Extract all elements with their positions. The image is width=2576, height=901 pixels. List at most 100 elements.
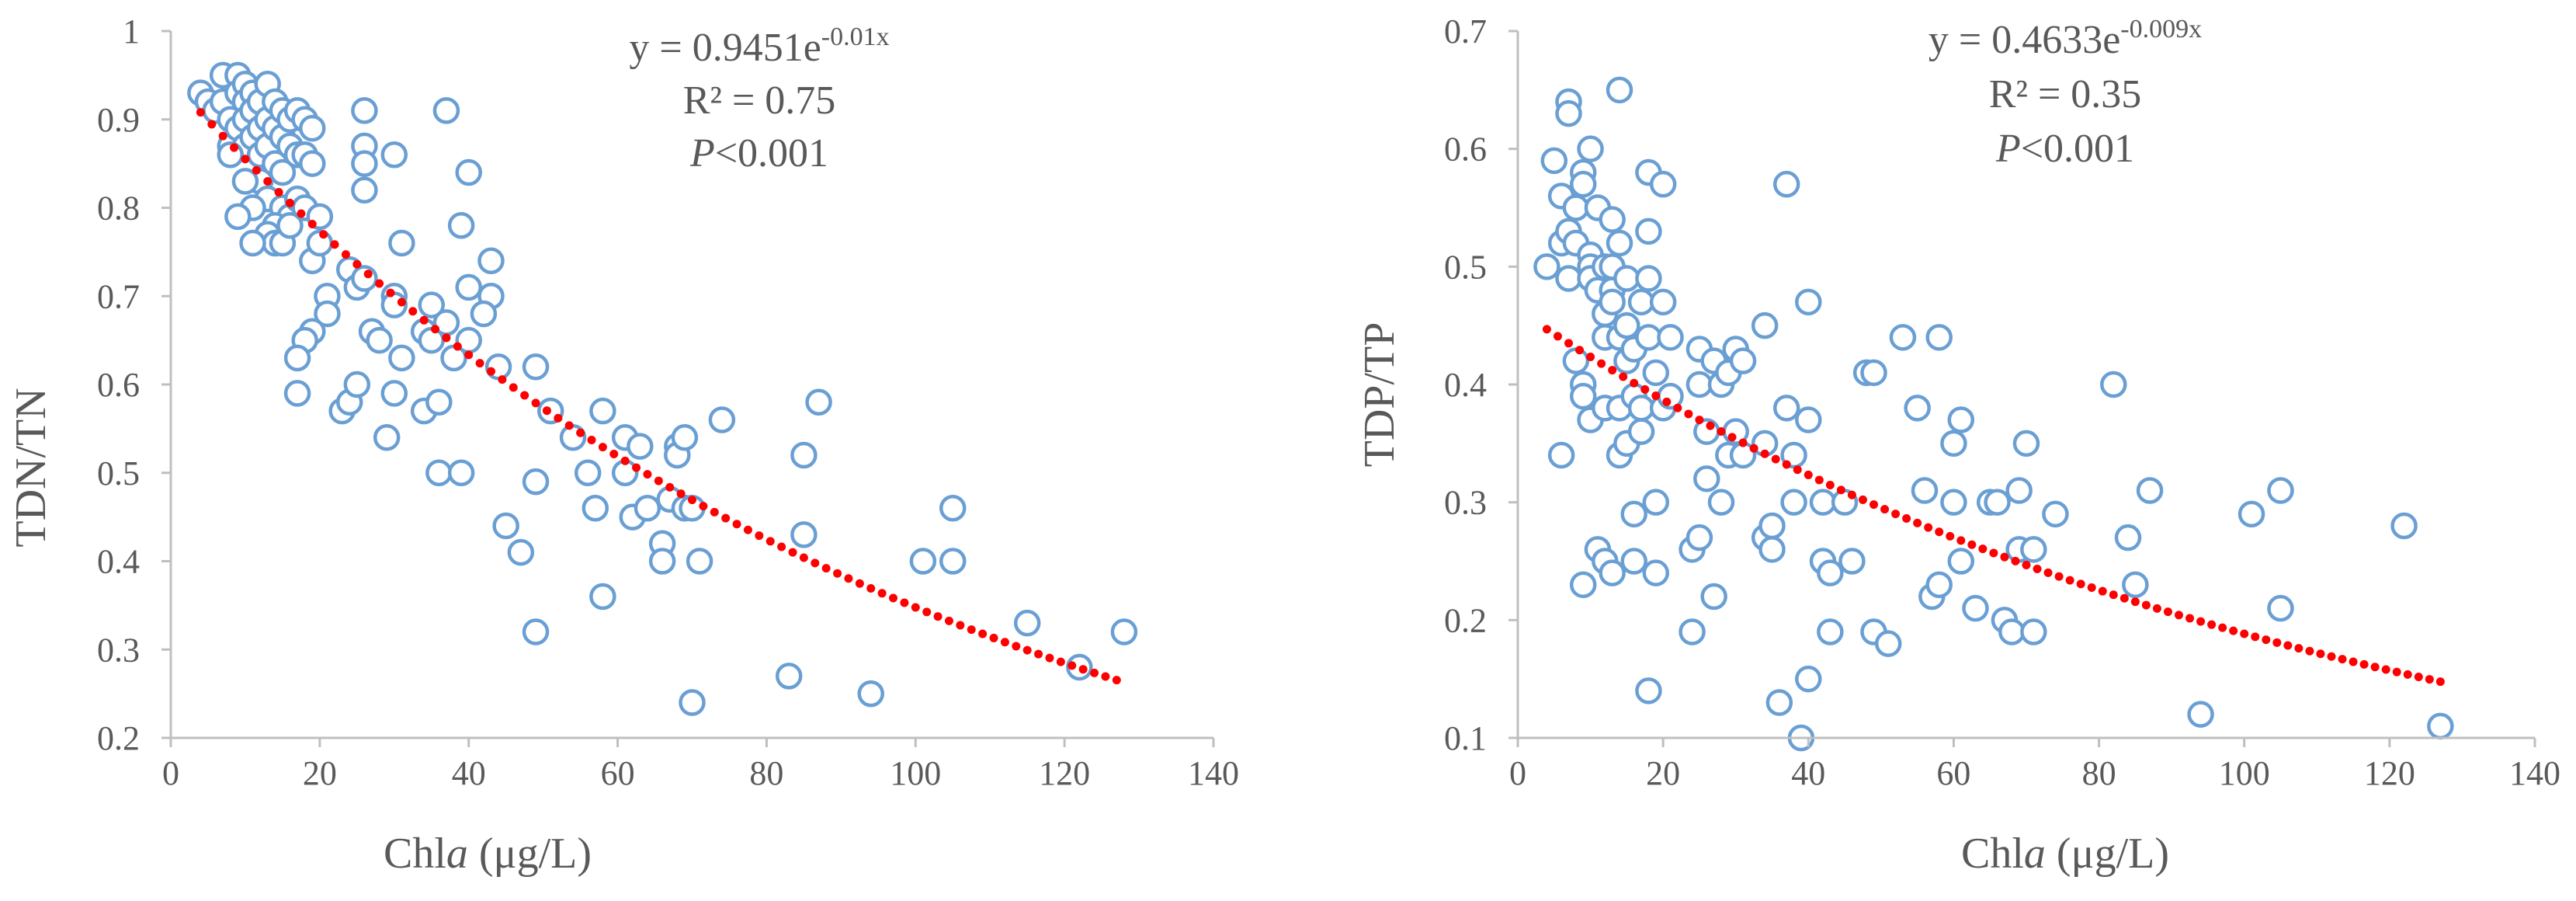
chart-tdp-tp-trendline-dot [2240,629,2249,638]
chart-tdn-tn-data-point [939,495,967,522]
chart-tdn-tn-trendline-dot [230,143,239,152]
chart-tdn-tn-p-value: P<0.001 [689,131,828,176]
chart-tdn-tn-trendline-dot [341,250,350,259]
chart-tdn-tn-trendline-dot [866,584,876,593]
chart-tdp-tp-data-point [1613,311,1640,339]
chart-tdn-tn-data-point [425,459,453,486]
chart-tdp-tp-trendline-dot [1575,346,1585,355]
chart-tdp-tp-trendline-dot [2403,670,2412,679]
chart-tdn-tn-trendline [196,108,1121,685]
chart-tdn-tn-data-point [790,441,818,469]
chart-tdp-tp-data-point [1599,206,1626,233]
chart-tdn-tn-trendline-dot [363,270,373,279]
chart-tdn-tn-r2: R² = 0.75 [683,78,836,123]
chart-tdp-tp-data-point [2005,477,2033,504]
chart-tdp-tp-trendline-dot [2414,672,2423,681]
chart-tdn-tn-data-point [627,433,654,460]
chart-tdp-tp-data-point [1642,559,1670,586]
chart-tdn-tn-trendline-dot [1000,638,1009,647]
chart-tdp-tp-trendline-dot [2283,641,2293,650]
chart-tdn-tn-trendline-dot [397,297,406,307]
chart-tdn-tn-data-point [269,158,297,186]
chart-tdp-tp-equation-base: y = 0.4633e [1929,18,2120,62]
chart-tdn-tn-data-point [648,548,676,575]
chart-tdn-tn-trendline-dot [944,616,953,625]
chart-tdp-tp-axes: 0.1 0.2 0.3 0.4 0.5 0.6 0.7 0 20 40 60 80 100 120 140 [1444,12,2560,792]
chart-tdn-tn-trendline-dot [777,542,786,551]
chart-tdn-tn-data-point [1066,653,1093,681]
chart-tdp-tp-data-point [1627,395,1655,422]
chart-tdp-tp-x-tick-label: 0 [1509,754,1526,792]
chart-tdp-tp-p-text: <0.001 [2021,127,2134,171]
chart-tdn-tn-trendline-dot [442,333,451,343]
chart-tdn-tn-trendline-dot [285,198,294,207]
chart-tdp-tp-data-point [1795,288,1822,316]
chart-tdp-tp-data-point [1700,583,1727,611]
chart-tdn-tn-data-point [224,203,252,231]
chart-tdp-tp-data-point [1635,265,1662,292]
chart-tdn-tn-trendline-dot [755,531,764,541]
chart-tdp-tp-trendline-dot [1804,470,1813,479]
chart-tdn-tn-data-point [351,97,378,124]
chart-tdn-tn-trendline-dot [821,564,831,573]
chart-tdp-tp-trendline-dot [2076,579,2085,589]
chart-tdn-tn-trendline-dot [743,525,752,534]
chart-tdp-tp-data-point [1635,677,1662,704]
chart-tdn-tn-trendline-dot [1101,672,1110,681]
chart-tdp-tp-trendline-dot [1814,475,1824,485]
chart-tdp-tp-data-point [1540,147,1568,175]
chart-tdp-tp-trendline-dot [2272,638,2282,647]
chart-tdp-tp-data-point [1772,395,1800,422]
chart-tdn-tn-data-point [574,459,602,486]
chart-tdp-tp-data-point [1693,465,1720,492]
chart-tdn-tn-trendline-dot [877,589,887,598]
chart-tdn-tn-trendline-dot [699,502,708,511]
chart-tdn-tn-x-tick-label: 60 [601,754,635,792]
chart-tdp-tp-data-point [1613,265,1640,292]
chart-tdp-tp-equation: y = 0.4633e-0.009x [1929,15,2202,62]
chart-tdp-tp-x-axis-title: Chla (μg/L) [1961,830,2169,878]
chart-tdn-tn-equation: y = 0.9451e-0.01x [629,23,889,70]
chart-tdp-tp-data-point [1874,630,1902,657]
chart-tdn-tn-equation-base: y = 0.9451e [629,26,821,70]
chart-tdp-tp-trendline-dot [1727,433,1737,442]
chart-tdp-tp-trendline-dot [1956,536,1966,545]
chart-tdp-tp-trendline-dot [2196,617,2206,626]
chart-tdp-tp-trendline-dot [2175,611,2183,620]
chart-tdp-tp-trendline-dot [1902,514,1911,524]
chart-tdn-tn-data-point [790,521,818,548]
chart-tdp-tp-trendline-dot [1619,372,1628,381]
chart-tdp-tp-points [1533,76,2454,752]
chart-tdp-tp-data-point [1649,288,1677,316]
chart-tdp-tp-trendline-dot [1542,325,1551,334]
chart-tdp-tp-data-point [1795,665,1822,693]
chart-tdp-tp-data-point [1758,536,1786,563]
chart-tdp-tp-trendline-dot [2011,556,2020,565]
chart-tdp-tp-trendline-dot [1989,548,1998,558]
chart-tdn-tn-data-point [492,512,519,540]
chart-tdn-tn-data-point [276,212,304,239]
chart-tdp-tp-data-point [1642,489,1670,516]
chart-tdn-tn-data-point [231,168,259,195]
chart-tdn-tn-data-point [314,300,341,328]
chart-tdp-tp-trendline-dot [1749,444,1758,453]
chart-tdn-tn-trendline-dot [330,240,339,249]
chart-tdn-tn-y-tick-label: 0.4 [97,543,140,581]
chart-tdp-tp-data-point [2122,571,2149,599]
chart-tdp-tp-x-tick-label: 80 [2082,754,2116,792]
chart-tdn-tn-trendline-dot [989,633,998,642]
chart-tdn-tn-trendline-dot [498,375,507,384]
chart-tdp-tp-trendline-dot [1978,544,1988,554]
chart-tdp-tp-trendline-dot [2185,614,2195,623]
chart-tdp-tp-trendline-dot [2294,644,2303,653]
chart-tdn-tn-data-point [775,663,803,690]
chart-tdn-tn-trendline-dot [721,513,731,523]
chart-tdn-tn-x-axis-title: Chla (μg/L) [384,830,592,878]
chart-tdp-tp-data-point [1599,559,1626,586]
chart-tdn-tn-data-point [522,353,550,381]
chart-tdp-tp-trendline-dot [2305,646,2314,656]
chart-tdn-tn-trendline-dot [922,607,932,617]
chart-tdp-tp-data-point [2136,477,2164,504]
chart-tdp-tp-data-point [1686,524,1713,551]
chart-tdp-tp-data-point [1817,618,1844,645]
